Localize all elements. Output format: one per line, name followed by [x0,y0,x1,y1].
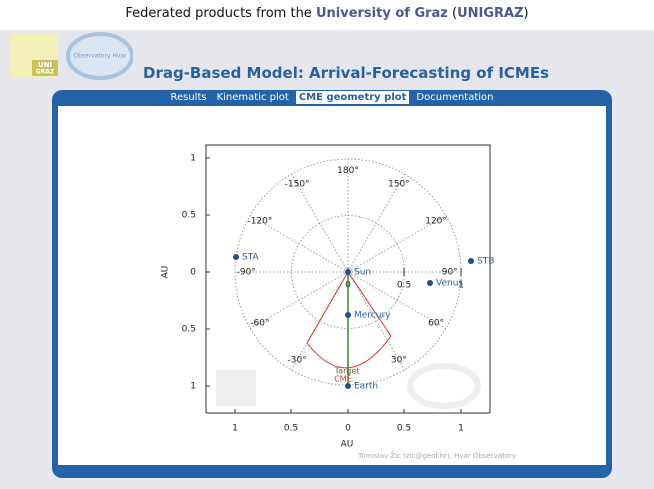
angle-label: 90° [442,268,458,278]
object-marker [233,254,239,260]
logos: UNI GRAZ Observatory Hvar [10,32,133,80]
object-marker [345,312,351,318]
x-tick-label: 1 [458,424,464,434]
angle-label: -90° [237,268,256,278]
tab[interactable]: Documentation [416,92,494,103]
target-label: Target [334,367,360,376]
panel: Results Kinematic plot CME geometry plot Do… [52,90,612,478]
angle-label: -120° [247,217,272,227]
y-axis-label: AU [161,266,171,279]
x-tick-label: 0.5 [284,424,298,434]
grid-spoke [249,215,349,273]
angle-label: 30° [391,356,407,366]
header: Federated products from the University o… [0,6,654,21]
observatory-logo [66,32,133,80]
x-tick-label: 0 [345,424,351,434]
y-tick-label: 1 [190,154,196,164]
tab[interactable]: Kinematic plot [216,92,289,103]
x-axis-label: AU [341,440,354,450]
logo-text: GRAZ [36,69,55,76]
angle-label: 180° [337,166,359,176]
grid-spoke [249,271,349,329]
watermark [407,363,481,409]
object-marker [345,383,351,389]
header-text: ) [523,6,529,21]
object-marker [345,269,351,275]
angle-label: 60° [428,318,444,328]
grid-spoke [347,271,447,329]
header-text: ( [452,6,458,21]
logo-text: UNI [38,61,52,69]
geometry-plot: 180° 150° -150° 120° -120° 90° -90° 60° -60° 30° -… [161,144,516,460]
x-tick-label: 1 [232,424,238,434]
grid-spoke [347,215,447,273]
credit: Tomislav Žic (zic@geof.hr), Hvar Observa… [357,451,516,460]
object-marker [427,280,433,286]
angle-label: -150° [285,179,310,189]
watermark [216,370,256,406]
x-tick-label: 0.5 [397,424,411,434]
inner-tick-label: 1 [458,281,464,291]
grid-spoke [291,173,349,273]
object-label: STB [477,257,494,267]
y-tick-label: 1 [190,382,196,392]
grid-spoke [347,271,405,371]
uni-logo-box [32,60,58,76]
angle-label: 120° [425,217,447,227]
y-tick-label: 0 [190,268,196,278]
object-label: Mercury [354,311,391,321]
tab-bar: Results Kinematic plot CME geometry plot Do… [52,91,612,104]
object-marker [468,258,474,264]
object-label: Sun [354,268,371,278]
tab-active[interactable]: CME geometry plot [295,91,410,104]
page-title: Drag-Based Model: Arrival-Forecasting of… [143,64,550,82]
object-label: STA [242,253,260,263]
object-label: Venus [436,279,463,289]
inner-tick-label: 0.5 [397,281,411,291]
header-link[interactable]: UNIGRAZ [457,6,524,21]
header-link[interactable]: University of Graz [315,6,448,21]
angle-label: -30° [288,356,307,366]
logo-text: Observatory Hvar [73,53,127,60]
grid-spoke [347,173,405,273]
y-tick-label: 0.5 [182,325,196,335]
cme-label: CME [334,375,352,384]
tab[interactable]: Results [170,92,207,103]
header-text: Federated products from the [125,6,312,21]
y-tick-label: 0.5 [182,211,196,221]
object-label: Earth [354,382,378,392]
content: 180° 150° -150° 120° -120° 90° -90° 60° -60° 30° -… [58,106,606,465]
angle-label: 150° [388,179,410,189]
angle-label: -60° [250,318,269,328]
